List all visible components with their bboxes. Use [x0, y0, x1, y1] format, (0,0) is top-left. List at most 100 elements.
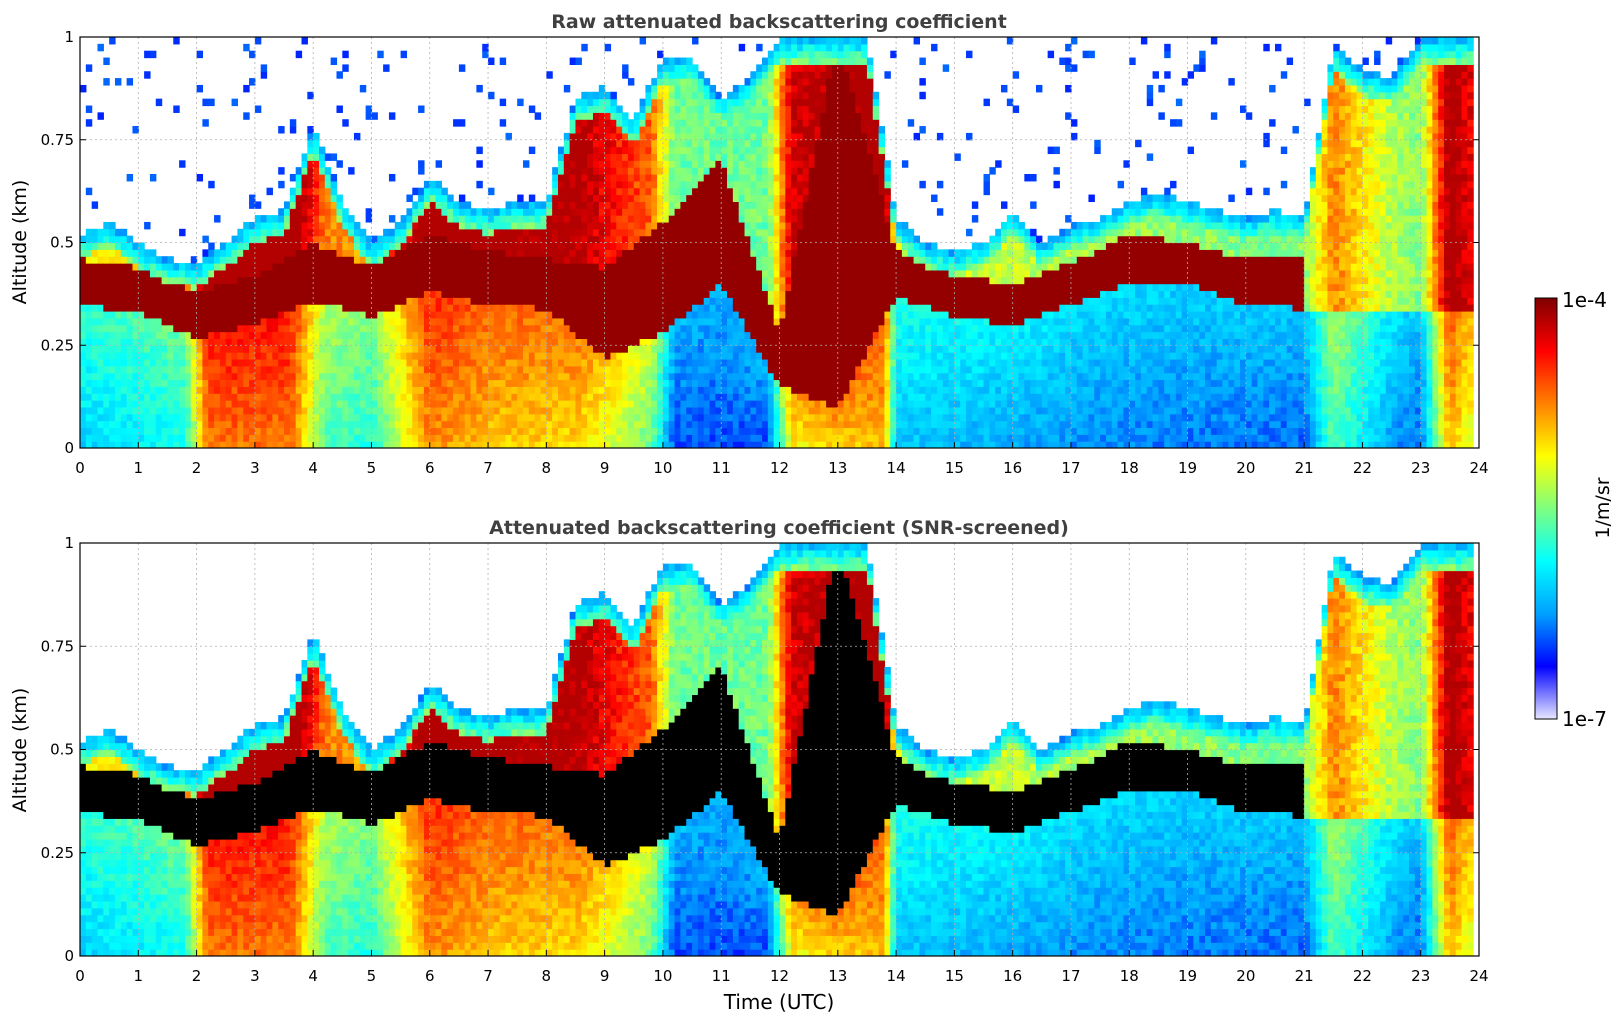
heatmap-cell	[319, 372, 326, 381]
heatmap-cell	[686, 269, 693, 278]
heatmap-cell	[184, 276, 192, 285]
heatmap-cell	[179, 160, 186, 168]
heatmap-cell	[476, 317, 483, 326]
heatmap-cell	[359, 400, 367, 408]
heatmap-cell	[423, 345, 431, 353]
heatmap-cell	[598, 263, 606, 271]
heatmap-cell	[639, 311, 647, 319]
heatmap-cell	[709, 420, 716, 429]
heatmap-cell	[353, 427, 361, 435]
heatmap-cell	[587, 317, 594, 326]
heatmap-cell	[779, 235, 786, 244]
heatmap-cell	[627, 372, 635, 381]
heatmap-cell	[633, 119, 641, 127]
heatmap-cell	[353, 406, 361, 415]
heatmap-cell	[458, 269, 466, 278]
heatmap-cell	[528, 441, 536, 448]
heatmap-cell	[365, 283, 373, 292]
heatmap-cell	[423, 441, 431, 448]
heatmap-cell	[552, 242, 559, 250]
heatmap-cell	[668, 345, 676, 353]
heatmap-cell	[598, 283, 606, 292]
heatmap-cell	[767, 215, 775, 223]
heatmap-cell	[517, 311, 524, 319]
heatmap-cell	[692, 269, 699, 278]
heatmap-cell	[482, 434, 489, 442]
heatmap-cell	[330, 256, 338, 264]
heatmap-cell	[348, 365, 355, 374]
heatmap-cell	[254, 352, 262, 360]
heatmap-cell	[651, 365, 658, 374]
heatmap-cell	[639, 37, 647, 45]
heatmap-cell	[313, 194, 320, 202]
heatmap-cell	[254, 37, 262, 45]
heatmap-cell	[697, 311, 705, 319]
heatmap-cell	[348, 304, 355, 312]
heatmap-cell	[499, 235, 507, 244]
heatmap-cell	[114, 78, 122, 86]
heatmap-cell	[557, 194, 565, 202]
heatmap-cell	[80, 406, 87, 415]
heatmap-cell	[668, 372, 676, 381]
heatmap-cell	[202, 434, 209, 442]
heatmap-cell	[598, 98, 606, 107]
heatmap-cell	[680, 406, 687, 415]
heatmap-cell	[563, 420, 571, 429]
heatmap-cell	[587, 146, 594, 155]
heatmap-cell	[243, 112, 250, 120]
heatmap-cell	[534, 352, 542, 360]
heatmap-cell	[301, 242, 308, 250]
heatmap-cell	[243, 235, 250, 244]
heatmap-cell	[429, 263, 437, 271]
heatmap-cell	[278, 304, 285, 312]
heatmap-cell	[114, 420, 122, 429]
heatmap-cell	[697, 249, 705, 257]
heatmap-cell	[254, 434, 262, 442]
heatmap-cell	[732, 112, 740, 120]
heatmap-cell	[756, 304, 763, 312]
heatmap-cell	[167, 406, 174, 415]
heatmap-cell	[622, 146, 629, 155]
heatmap-cell	[91, 434, 99, 442]
heatmap-cell	[505, 331, 512, 339]
heatmap-cell	[616, 242, 623, 250]
heatmap-cell	[394, 256, 402, 264]
heatmap-cell	[406, 276, 413, 285]
heatmap-cell	[697, 263, 705, 271]
heatmap-cell	[674, 297, 682, 305]
heatmap-cell	[406, 386, 413, 394]
heatmap-cell	[604, 338, 612, 346]
heatmap-cell	[319, 379, 326, 387]
heatmap-cell	[657, 317, 664, 326]
heatmap-cell	[80, 427, 87, 435]
heatmap-cell	[610, 112, 617, 120]
heatmap-cell	[744, 160, 751, 168]
heatmap-cell	[155, 352, 163, 360]
heatmap-cell	[114, 372, 122, 381]
heatmap-cell	[575, 304, 582, 312]
heatmap-cell	[418, 221, 425, 230]
heatmap-cell	[645, 311, 652, 319]
heatmap-cell	[388, 324, 396, 333]
heatmap-cell	[435, 352, 443, 360]
heatmap-cell	[750, 263, 757, 271]
heatmap-cell	[324, 358, 332, 367]
heatmap-cell	[412, 276, 419, 285]
heatmap-cell	[371, 345, 378, 353]
heatmap-cell	[686, 256, 693, 264]
heatmap-cell	[715, 187, 722, 196]
heatmap-cell	[144, 413, 151, 422]
heatmap-cell	[557, 167, 565, 175]
heatmap-cell	[692, 317, 699, 326]
heatmap-cell	[727, 235, 734, 244]
heatmap-cell	[622, 249, 629, 257]
heatmap-cell	[109, 434, 116, 442]
heatmap-cell	[639, 269, 647, 278]
heatmap-cell	[284, 283, 291, 292]
heatmap-cell	[260, 64, 268, 72]
heatmap-cell	[598, 406, 606, 415]
heatmap-cell	[208, 365, 215, 374]
heatmap-cell	[225, 345, 233, 353]
heatmap-cell	[762, 249, 769, 257]
heatmap-cell	[715, 345, 722, 353]
